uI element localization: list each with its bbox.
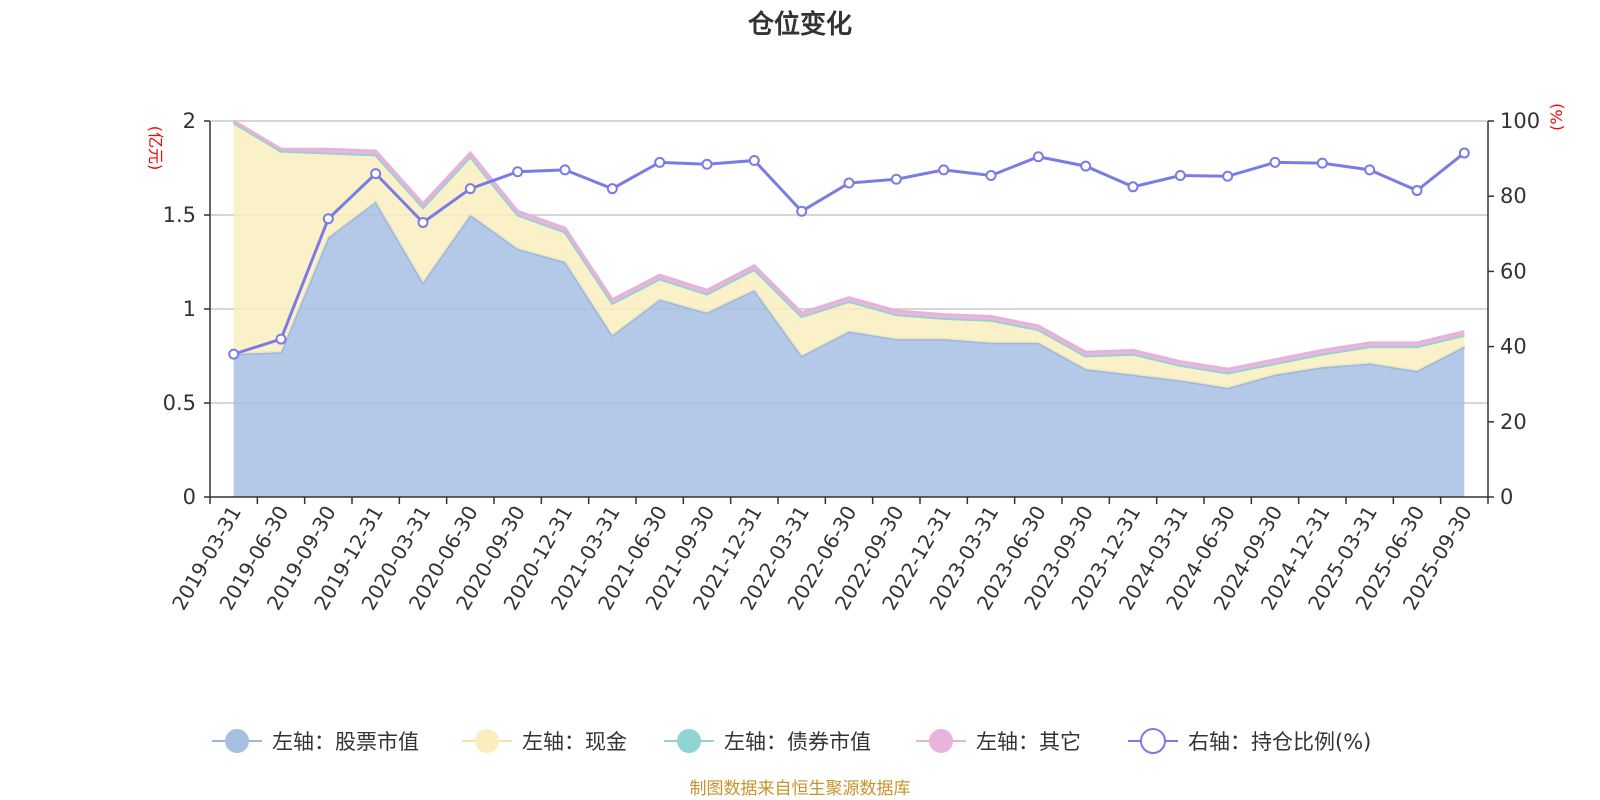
ratio-point [1080,160,1092,172]
ratio-point [654,156,666,168]
area-左轴：股票市值 [233,201,1465,497]
ratio-point [1411,185,1423,197]
area-edge-左轴：其它 [232,119,1465,371]
legend-marker [1140,728,1166,754]
ratio-point [1316,157,1328,169]
ratio-point [890,173,902,185]
legend-label: 右轴：持仓比例(%) [1188,730,1371,754]
right-tick-label: 0 [1500,485,1513,509]
ratio-point [370,168,382,180]
legend-item[interactable]: 左轴：现金 [462,729,627,754]
legend-item[interactable]: 左轴：债券市值 [664,729,871,754]
ratio-point [796,205,808,217]
ratio-point [322,213,334,225]
right-tick-label: 80 [1500,184,1527,208]
left-tick-label: 2 [183,109,196,133]
legend-item[interactable]: 左轴：其它 [916,729,1081,754]
ratio-point [748,154,760,166]
chart-title: 仓位变化 [747,9,852,40]
ratio-point [417,217,429,229]
legend-item[interactable]: 左轴：股票市值 [212,729,419,754]
ratio-point [464,183,476,195]
ratio-line [228,147,1470,360]
ratio-point [1174,170,1186,182]
ratio-point [1127,181,1139,193]
left-tick-label: 0 [183,485,196,509]
ratio-point [275,333,287,345]
legend-label: 左轴：股票市值 [272,730,419,754]
ratio-point [938,164,950,176]
legend: 左轴：股票市值 左轴：现金 左轴：债券市值 左轴：其它 右轴：持仓比例(%) [212,728,1371,754]
ratio-point [606,183,618,195]
right-tick-label: 100 [1500,109,1540,133]
ratio-point [228,348,240,360]
right-tick-label: 60 [1500,259,1527,283]
right-axis-unit: (%) [1547,103,1566,131]
legend-label: 左轴：债券市值 [724,730,871,754]
ratio-point [1032,151,1044,163]
legend-label: 左轴：其它 [976,730,1081,754]
legend-label: 左轴：现金 [522,730,627,754]
ratio-point [559,164,571,176]
left-axis-unit: (亿元) [146,126,165,171]
ratio-point [1364,164,1376,176]
area-左轴：现金 [233,122,1465,388]
ratio-point [1222,170,1234,182]
ratio-point [512,166,524,178]
legend-marker [475,729,499,753]
stacked-areas [232,119,1466,497]
legend-marker [225,729,249,753]
legend-item[interactable]: 右轴：持仓比例(%) [1128,728,1371,754]
right-tick-label: 40 [1500,335,1527,359]
ratio-point [843,177,855,189]
ratio-point [985,170,997,182]
right-tick-label: 20 [1500,410,1527,434]
left-tick-label: 0.5 [163,391,196,415]
ratio-point [1269,156,1281,168]
ratio-point [1458,147,1470,159]
ratio-point [701,158,713,170]
source-note: 制图数据来自恒生聚源数据库 [690,779,911,799]
left-tick-label: 1.5 [163,203,196,227]
left-tick-label: 1 [183,297,196,321]
legend-marker [677,729,701,753]
legend-marker [929,729,953,753]
